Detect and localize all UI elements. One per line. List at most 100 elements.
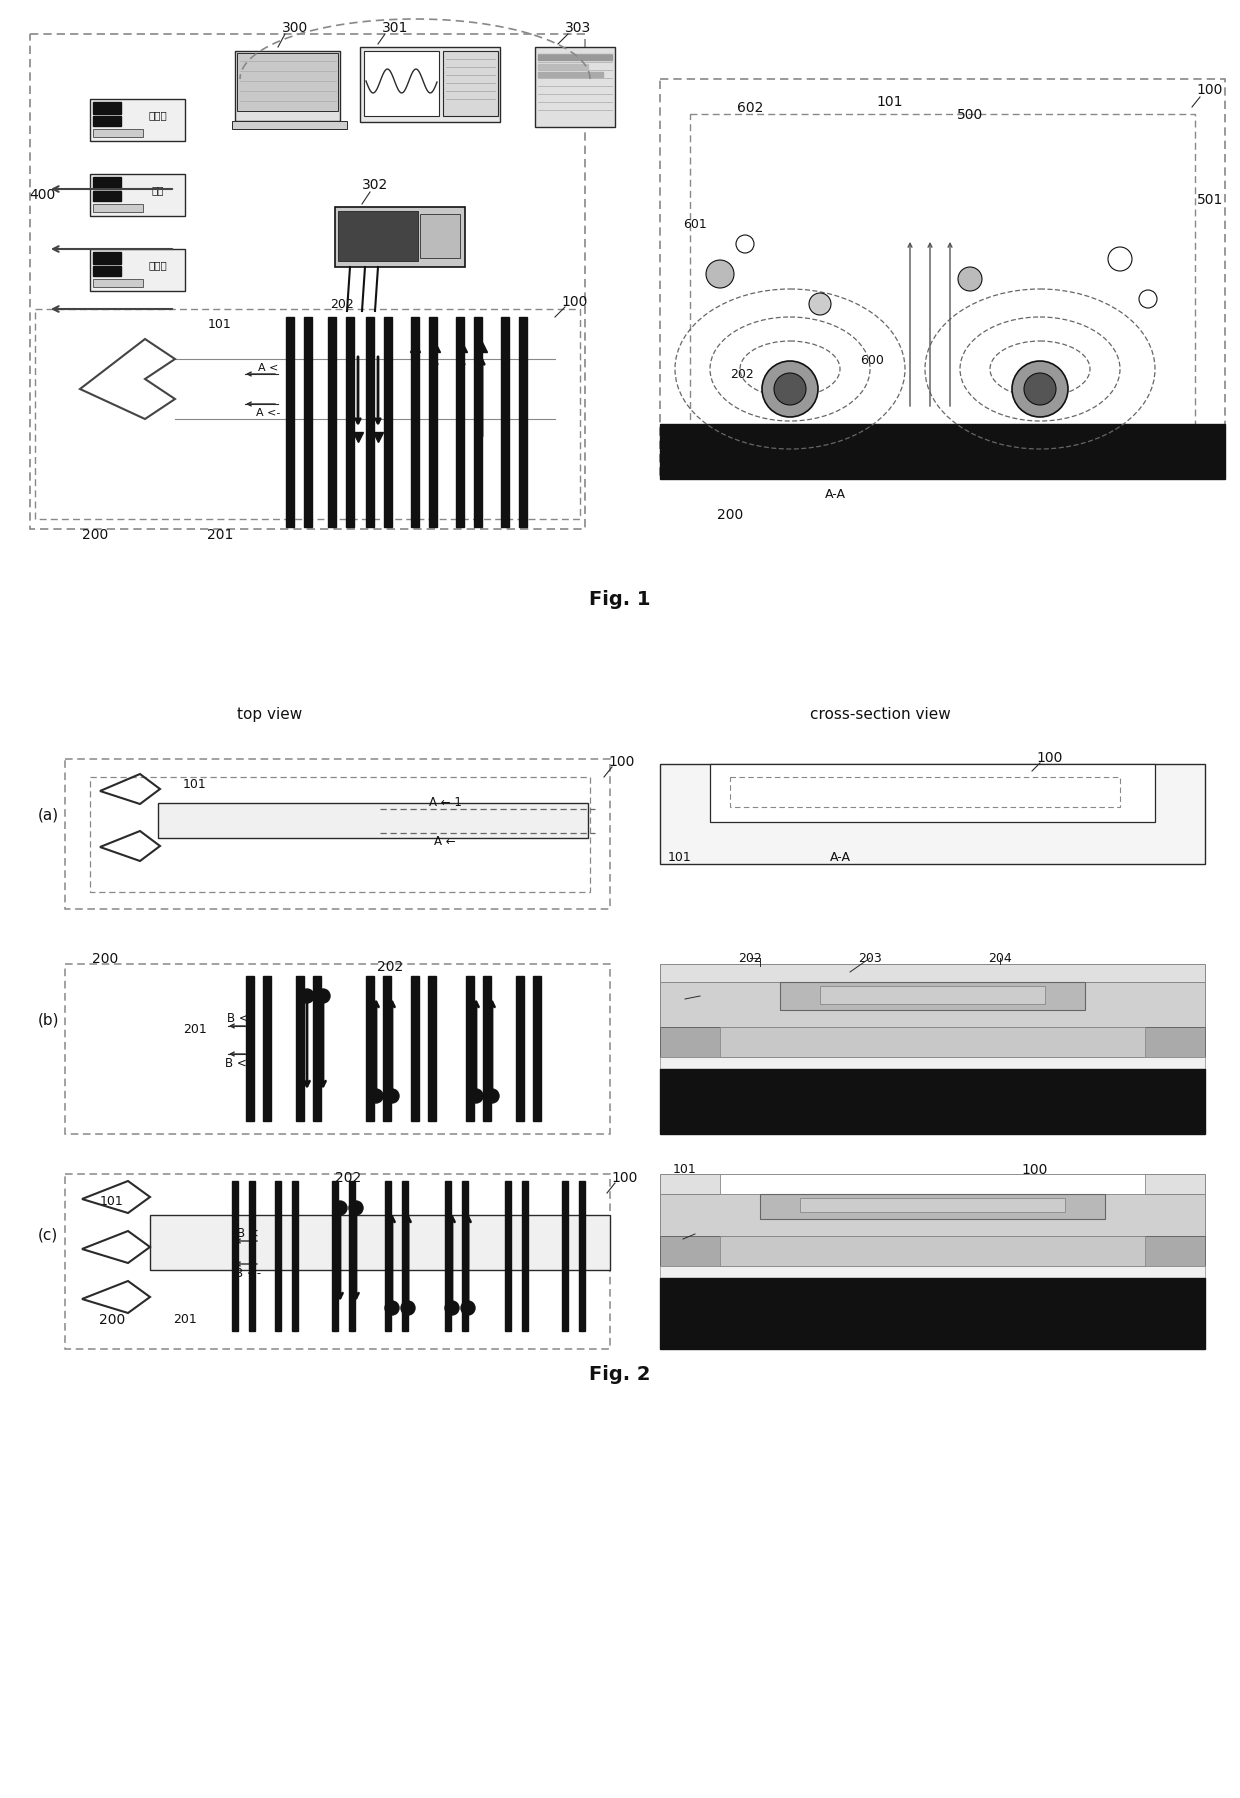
Circle shape [348, 1201, 363, 1215]
Bar [689, 115, 1195, 435]
Bar [296, 976, 304, 1122]
Bar [520, 318, 527, 527]
Bar [534, 49, 615, 128]
Bar [780, 982, 1085, 1010]
Bar [660, 424, 1225, 480]
Bar [291, 1181, 298, 1331]
Bar [660, 1057, 1205, 1070]
Bar [346, 318, 353, 527]
Bar [35, 309, 580, 520]
Circle shape [461, 1302, 475, 1316]
Text: 202: 202 [738, 951, 761, 966]
Bar [660, 1174, 1205, 1194]
Bar [91, 101, 185, 142]
Bar [30, 34, 585, 530]
Circle shape [485, 1090, 498, 1104]
Bar [249, 1181, 255, 1331]
Text: 100: 100 [1197, 83, 1223, 97]
Bar [384, 1181, 391, 1331]
Bar [93, 129, 143, 138]
Circle shape [445, 1302, 459, 1316]
Text: 400: 400 [29, 189, 55, 201]
Bar [538, 65, 588, 70]
Text: 101: 101 [208, 318, 232, 331]
Text: 302: 302 [362, 178, 388, 192]
Text: 601: 601 [683, 218, 707, 232]
Text: 200: 200 [82, 527, 108, 541]
Bar [64, 759, 610, 910]
Bar [335, 209, 465, 268]
Bar [360, 49, 500, 122]
Bar [456, 318, 464, 527]
Circle shape [808, 293, 831, 316]
Text: A <-: A <- [255, 408, 280, 417]
Text: A <: A < [258, 363, 278, 372]
Text: 201: 201 [207, 527, 233, 541]
Bar [538, 56, 613, 61]
Bar [64, 964, 610, 1135]
Bar [660, 1194, 1205, 1237]
Text: 样品: 样品 [151, 185, 164, 194]
Circle shape [1109, 248, 1132, 271]
Text: 202: 202 [377, 960, 403, 973]
Text: 202: 202 [330, 298, 353, 311]
Circle shape [469, 1090, 484, 1104]
Text: 100: 100 [1022, 1162, 1048, 1176]
Bar [820, 987, 1045, 1005]
Text: Fig. 2: Fig. 2 [589, 1365, 651, 1384]
Bar [522, 1181, 528, 1331]
Bar [562, 1181, 568, 1331]
Bar [516, 976, 525, 1122]
Bar [246, 976, 254, 1122]
Bar [443, 52, 498, 117]
Bar [232, 122, 347, 129]
Text: 602: 602 [737, 101, 763, 115]
Bar [711, 764, 1154, 822]
Bar [237, 54, 339, 111]
Bar [275, 1181, 281, 1331]
Bar [348, 1181, 355, 1331]
Bar [236, 52, 340, 122]
Text: 600: 600 [861, 352, 884, 367]
Circle shape [1012, 361, 1068, 417]
Bar [93, 117, 122, 128]
Bar [263, 976, 272, 1122]
Bar [660, 1278, 1205, 1348]
Bar [660, 79, 1225, 480]
Bar [463, 1181, 467, 1331]
Bar [466, 976, 474, 1122]
Text: 202: 202 [738, 1201, 761, 1214]
Text: 303: 303 [565, 22, 591, 34]
Bar [760, 1194, 1105, 1219]
Bar [365, 52, 439, 117]
Bar [64, 1174, 610, 1348]
Text: 101: 101 [100, 1196, 124, 1208]
Text: A-A: A-A [825, 489, 846, 502]
Bar [93, 280, 143, 288]
Circle shape [1024, 374, 1056, 406]
Text: top view: top view [237, 707, 303, 723]
Bar [329, 318, 336, 527]
Text: 202: 202 [730, 369, 754, 381]
Bar [579, 1181, 585, 1331]
Bar [660, 1070, 1205, 1135]
Text: 100: 100 [609, 755, 635, 768]
Text: 206: 206 [673, 992, 697, 1005]
Circle shape [384, 1302, 399, 1316]
Text: B <: B < [227, 1012, 249, 1025]
Text: 203: 203 [858, 951, 882, 966]
Bar [660, 1266, 1205, 1278]
Text: 204: 204 [998, 1201, 1022, 1214]
Bar [720, 1174, 1145, 1194]
Text: B <-: B <- [234, 1268, 262, 1280]
Text: 缓冲液: 缓冲液 [149, 110, 167, 120]
Text: 201: 201 [174, 1313, 197, 1325]
Bar [91, 250, 185, 291]
Bar [286, 318, 294, 527]
Bar [157, 804, 588, 838]
Bar [429, 318, 436, 527]
Circle shape [737, 236, 754, 254]
Bar [505, 1181, 511, 1331]
Circle shape [384, 1090, 399, 1104]
Circle shape [706, 261, 734, 289]
